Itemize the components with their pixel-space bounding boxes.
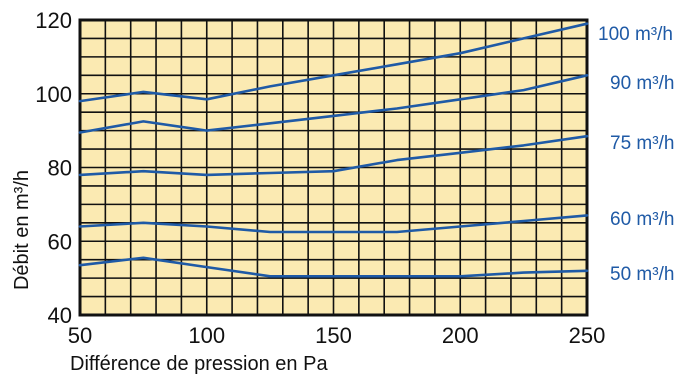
series-label: 50 m³/h	[610, 264, 674, 285]
series-lines	[78, 22, 589, 278]
series-label: 100 m³/h	[598, 24, 673, 45]
series-line	[78, 74, 589, 134]
series-label: 90 m³/h	[610, 73, 674, 94]
x-tick-label: 100	[188, 323, 225, 348]
y-tick-label: 100	[35, 82, 72, 107]
y-tick-label: 60	[48, 229, 72, 254]
series-label: 60 m³/h	[610, 209, 674, 230]
series-label: 75 m³/h	[610, 133, 674, 154]
x-tick-label: 200	[442, 323, 479, 348]
x-tick-label: 50	[68, 323, 92, 348]
x-axis-title: Différence de pression en Pa	[70, 353, 328, 375]
y-tick-label: 40	[48, 303, 72, 328]
series-line	[78, 256, 589, 278]
series-labels: 100 m³/h 90 m³/h 75 m³/h 60 m³/h 50 m³/h	[598, 24, 674, 285]
grid	[80, 20, 587, 315]
series-line	[78, 214, 589, 234]
y-axis-title: Débit en m³/h	[11, 170, 33, 290]
x-tick-label: 250	[569, 323, 606, 348]
y-tick-label: 120	[35, 8, 72, 33]
x-tick-labels: 50 100 150 200 250	[68, 323, 606, 348]
series-line	[78, 22, 589, 103]
x-tick-label: 150	[315, 323, 352, 348]
y-tick-label: 80	[48, 156, 72, 181]
series-line	[78, 134, 589, 177]
y-tick-labels: 40 60 80 100 120	[35, 8, 72, 328]
plot-frame	[78, 18, 589, 317]
